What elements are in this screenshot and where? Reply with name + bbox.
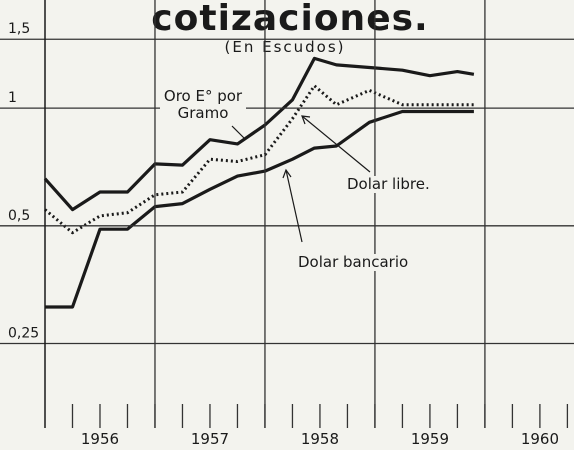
y-tick-label: 0,5 (8, 208, 30, 224)
x-tick-label: 1959 (411, 430, 449, 448)
y-tick-label: 0,25 (8, 326, 39, 342)
x-tick-label: 1958 (301, 430, 339, 448)
x-tick-label: 1957 (191, 430, 229, 448)
arrow (231, 125, 245, 139)
arrow-head (301, 115, 311, 125)
x-tick-label: 1960 (521, 430, 559, 448)
arrow-head (282, 168, 292, 179)
y-tick-label: 1 (8, 90, 17, 106)
y-tick-label: 1,5 (8, 21, 30, 37)
arrow (285, 169, 303, 243)
chart-subtitle: (En Escudos) (224, 38, 345, 56)
x-tick-label: 1956 (81, 430, 119, 448)
series-label: Oro E° por Gramo (160, 88, 246, 122)
chart-title: cotizaciones. (151, 0, 428, 39)
series-label: Dolar bancario (296, 253, 411, 271)
arrows (231, 115, 371, 243)
series-line (45, 109, 474, 309)
series-label: Dolar libre. (345, 175, 432, 193)
arrow (301, 115, 371, 173)
